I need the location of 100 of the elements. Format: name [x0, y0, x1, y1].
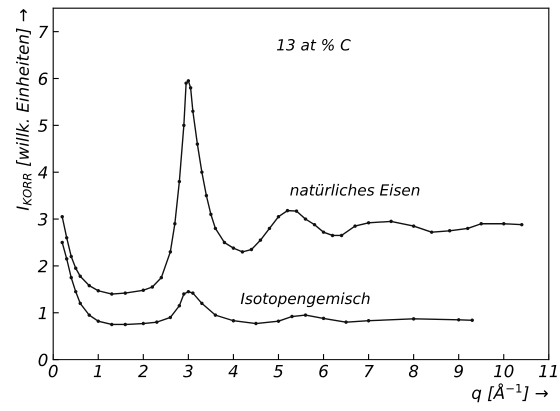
point: [330, 234, 334, 238]
point: [286, 208, 290, 212]
point: [200, 302, 204, 306]
y-tick-label: 2: [38, 260, 48, 272]
point: [312, 222, 316, 226]
point: [214, 313, 218, 317]
point: [168, 250, 172, 254]
point: [196, 142, 200, 146]
y-tick-label: 5: [38, 120, 48, 132]
point: [110, 322, 114, 326]
point: [232, 246, 236, 250]
point: [268, 226, 272, 230]
point: [200, 170, 204, 174]
x-tick-label: 7: [364, 365, 374, 378]
point: [304, 217, 308, 221]
point: [412, 224, 416, 228]
point: [204, 194, 208, 198]
point: [240, 250, 244, 254]
point: [124, 322, 128, 326]
annotation: 13 at % C: [276, 39, 351, 51]
point: [182, 292, 186, 296]
x-tick-label: 10: [494, 364, 514, 378]
point: [290, 314, 294, 318]
point: [74, 266, 78, 270]
point: [173, 222, 177, 226]
point: [160, 276, 164, 280]
point: [322, 230, 326, 234]
point: [188, 86, 192, 90]
point: [389, 220, 393, 224]
point: [502, 222, 506, 226]
point: [353, 224, 357, 228]
x-tick-label: 9: [454, 364, 463, 378]
point: [178, 180, 182, 184]
point: [69, 254, 73, 258]
point: [340, 234, 344, 238]
y-axis-title: I$_{KORR}$ [willk. Einheiten] →: [16, 9, 32, 210]
x-axis-title: q [Å$^{−1}$] →: [472, 383, 548, 402]
x-tick-label: 6: [319, 364, 328, 378]
point: [191, 291, 195, 295]
point: [88, 313, 91, 317]
x-tick-label: 4: [228, 365, 238, 378]
point: [214, 226, 218, 230]
point: [250, 248, 254, 252]
point: [344, 320, 348, 324]
point: [520, 222, 524, 226]
point: [150, 285, 154, 289]
x-tick-label: 1: [94, 365, 102, 378]
point: [69, 276, 73, 280]
y-tick-label: 0: [38, 354, 48, 366]
point: [78, 302, 82, 306]
point: [186, 290, 190, 294]
series-label: Isotopengemisch: [240, 292, 370, 308]
x-tick-label: 0: [48, 364, 58, 378]
point: [184, 81, 188, 85]
point: [412, 317, 416, 321]
y-tick-label: 3: [38, 213, 48, 226]
point: [178, 304, 182, 308]
x-tick-label: 2: [138, 364, 148, 378]
x-tick-label: 3: [183, 364, 193, 378]
point: [60, 240, 64, 244]
point: [479, 222, 483, 226]
point: [366, 221, 370, 225]
point: [60, 214, 64, 218]
point: [182, 124, 186, 128]
point: [232, 319, 236, 322]
point: [64, 257, 68, 261]
point: [304, 313, 308, 317]
point: [466, 226, 470, 230]
point: [456, 318, 460, 322]
point: [124, 291, 128, 295]
point: [142, 288, 146, 292]
x-tick-label: 5: [274, 365, 283, 378]
point: [64, 236, 68, 240]
point: [222, 240, 226, 244]
point: [96, 289, 100, 292]
point: [168, 316, 172, 320]
point: [276, 319, 280, 323]
y-tick-label: 7: [39, 26, 48, 38]
point: [96, 319, 100, 323]
y-tick-label: 4: [38, 166, 48, 179]
point: [366, 319, 370, 322]
point: [294, 209, 298, 213]
point: [191, 110, 195, 114]
y-tick-label: 6: [38, 72, 48, 86]
point: [258, 238, 262, 242]
point: [276, 214, 280, 218]
point: [254, 322, 258, 326]
point: [142, 322, 146, 326]
x-tick-label: 8: [408, 364, 418, 378]
point: [155, 320, 159, 324]
y-tick-label: 1: [38, 306, 46, 320]
point: [209, 212, 213, 216]
point: [322, 316, 326, 320]
point: [88, 284, 91, 288]
point: [186, 79, 190, 83]
point: [78, 274, 82, 278]
x-tick-label: 11: [539, 365, 557, 378]
series-label: natürliches Eisen: [290, 184, 420, 196]
point: [470, 318, 474, 322]
point: [110, 292, 114, 296]
